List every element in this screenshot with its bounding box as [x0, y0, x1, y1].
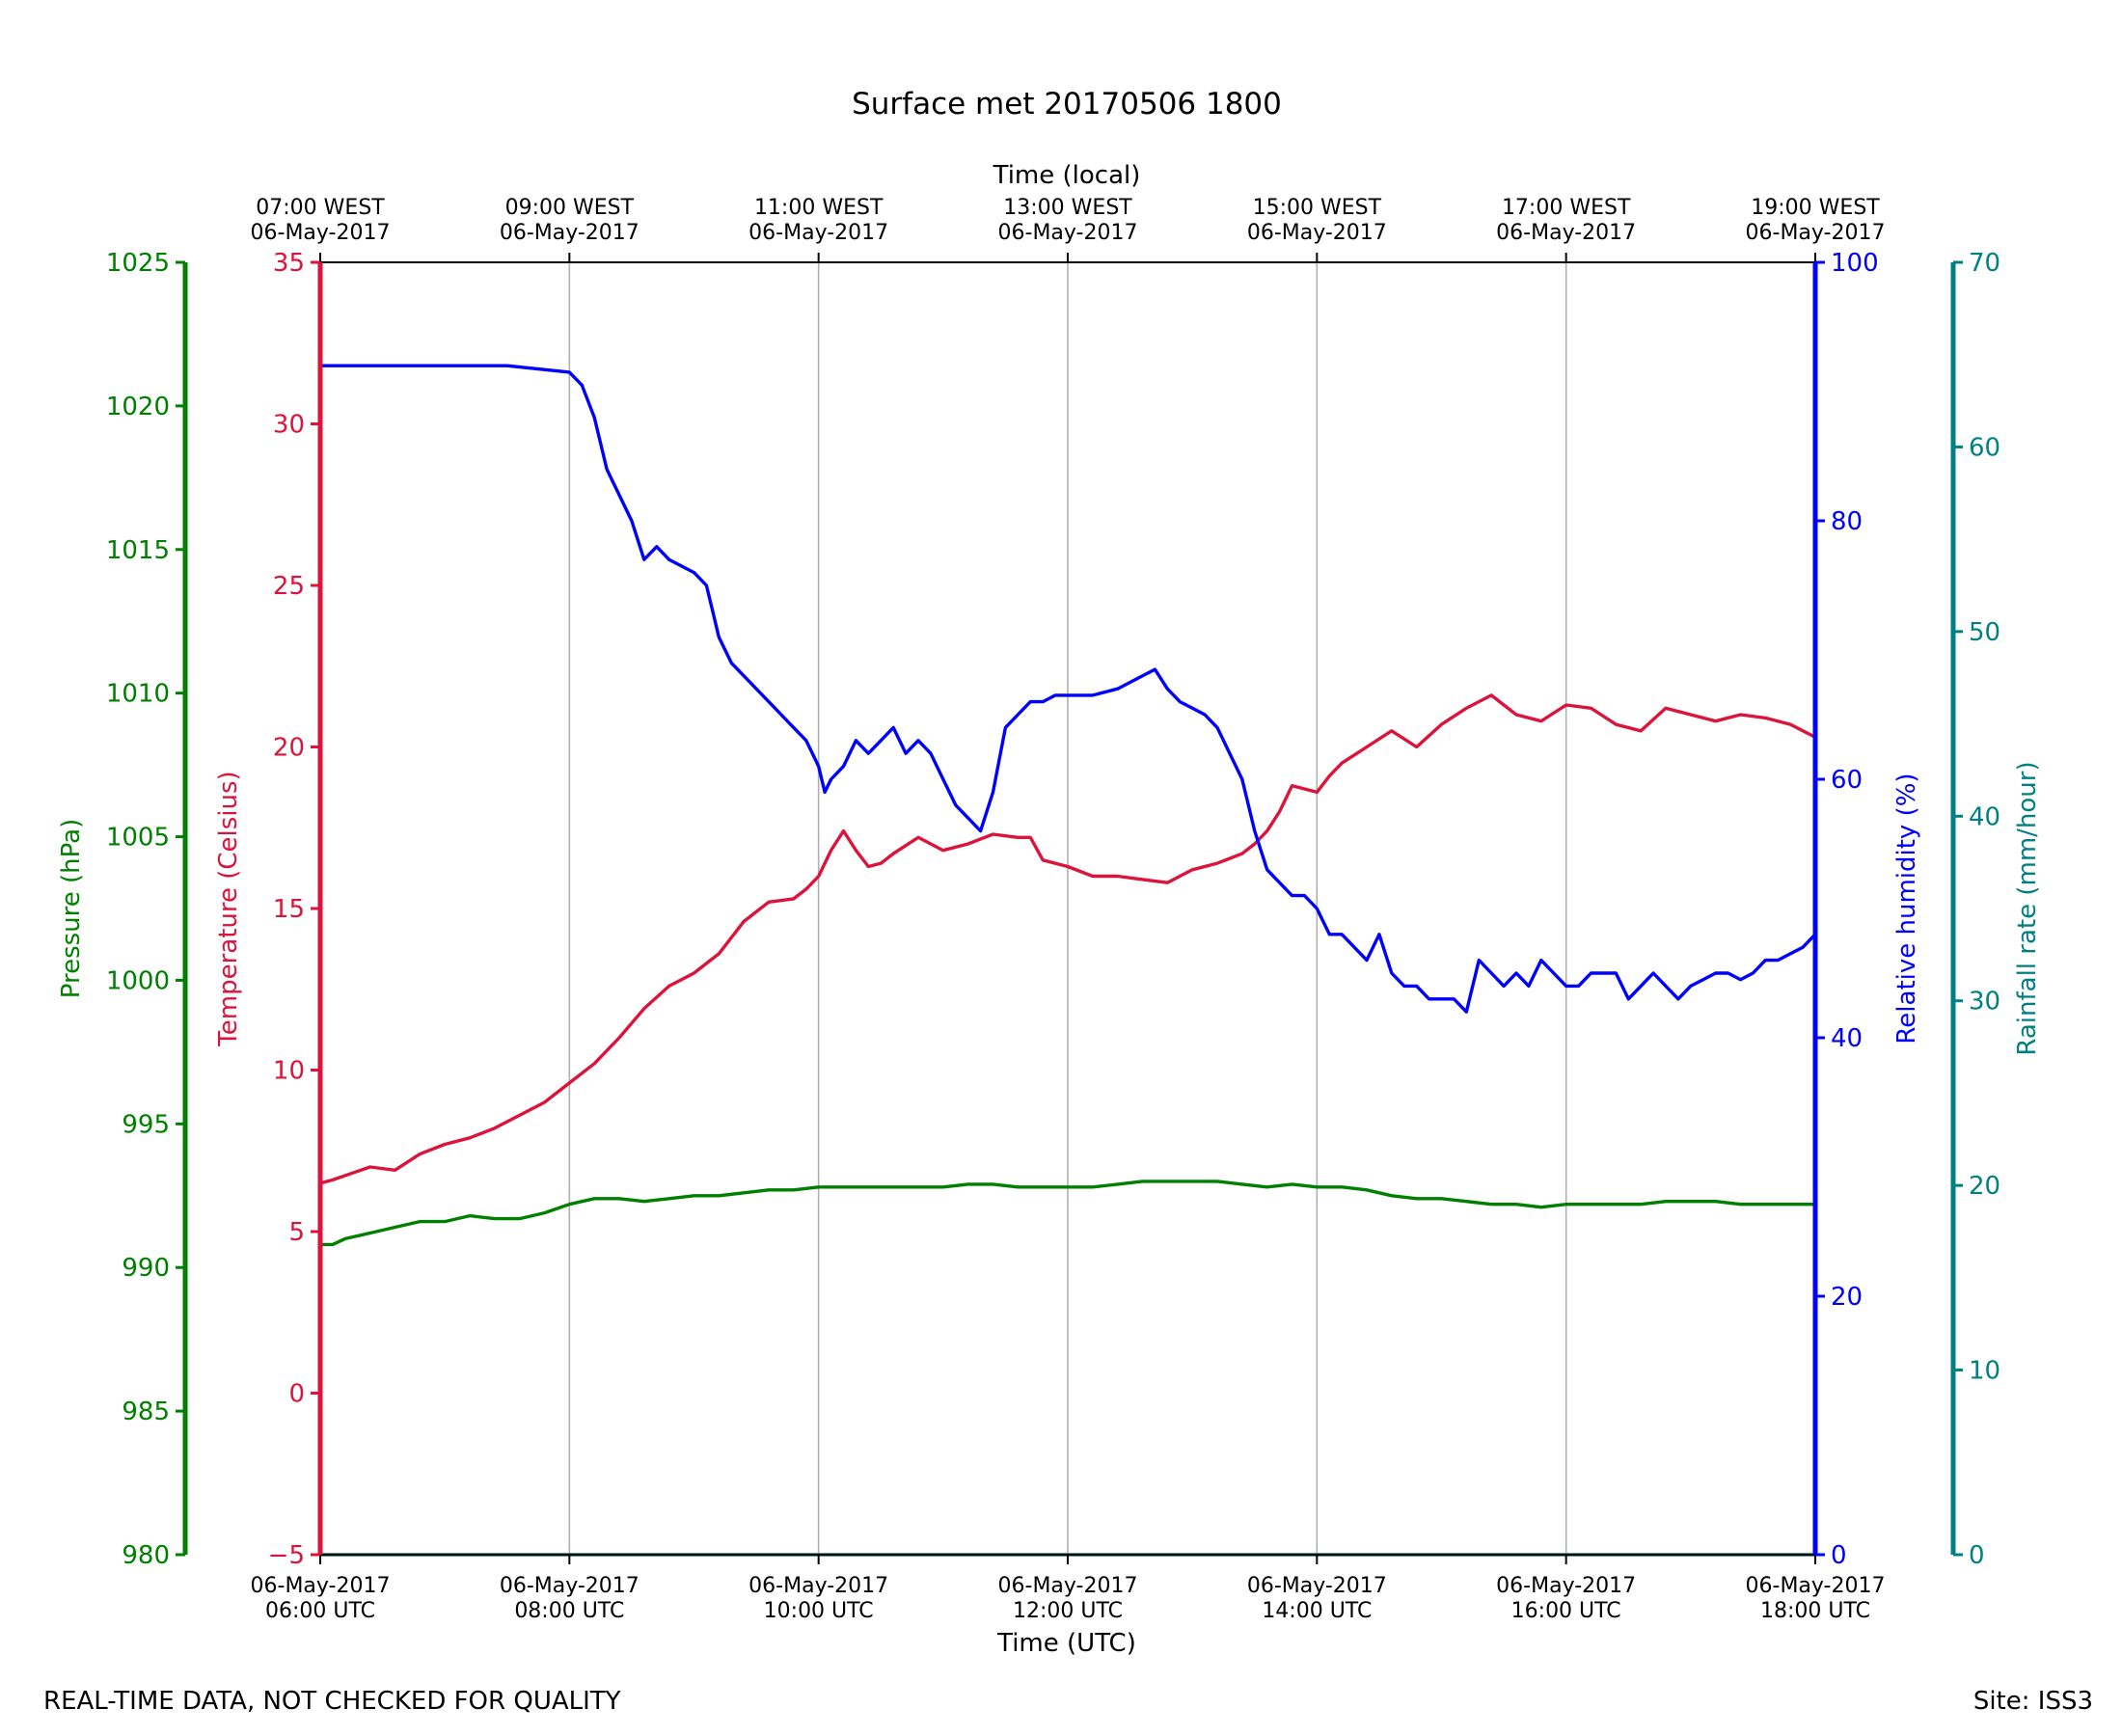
local-tick-date: 06-May-2017	[1247, 221, 1387, 245]
utc-tick-time: 12:00 UTC	[1013, 1599, 1123, 1623]
pressure-tick-label: 995	[122, 1110, 170, 1139]
pressure-tick-label: 1025	[106, 249, 170, 278]
rainfall-tick-label: 30	[1969, 988, 2000, 1017]
temperature-axis-label: Temperature (Celsius)	[214, 771, 243, 1046]
local-tick-date: 06-May-2017	[251, 221, 391, 245]
pressure-tick-label: 1010	[106, 680, 170, 709]
local-tick-time: 15:00 WEST	[1253, 196, 1382, 220]
rainfall-tick-label: 10	[1969, 1357, 2000, 1386]
rainfall-axis-label: Rainfall rate (mm/hour)	[2013, 761, 2042, 1055]
rainfall-tick-label: 60	[1969, 433, 2000, 462]
humidity-tick-label: 60	[1831, 766, 1863, 795]
local-tick-date: 06-May-2017	[500, 221, 639, 245]
pressure-tick-label: 985	[122, 1397, 170, 1426]
top-axis-label: Time (local)	[993, 161, 1141, 190]
rainfall-tick-label: 40	[1969, 802, 2000, 831]
temperature-tick-label: 15	[273, 895, 305, 924]
temperature-tick-label: 0	[288, 1380, 305, 1409]
humidity-tick-label: 20	[1831, 1283, 1863, 1312]
local-tick-time: 19:00 WEST	[1751, 196, 1880, 220]
x-axis-label: Time (UTC)	[996, 1629, 1136, 1658]
rainfall-tick-label: 50	[1969, 618, 2000, 647]
quality-disclaimer: REAL-TIME DATA, NOT CHECKED FOR QUALITY	[43, 1687, 621, 1716]
utc-tick-date: 06-May-2017	[998, 1574, 1138, 1598]
temperature-tick-label: 35	[273, 249, 305, 278]
pressure-tick-label: 990	[122, 1254, 170, 1283]
utc-tick-date: 06-May-2017	[251, 1574, 391, 1598]
utc-tick-time: 14:00 UTC	[1262, 1599, 1372, 1623]
utc-tick-time: 16:00 UTC	[1511, 1599, 1621, 1623]
site-label: Site: ISS3	[1973, 1687, 2093, 1716]
humidity-axis-label: Relative humidity (%)	[1892, 773, 1921, 1044]
utc-tick-date: 06-May-2017	[1496, 1574, 1636, 1598]
relative-humidity-line	[320, 364, 1817, 1014]
local-tick-time: 17:00 WEST	[1502, 196, 1631, 220]
humidity-tick-label: 0	[1831, 1541, 1847, 1570]
rainfall-tick-label: 0	[1969, 1541, 1985, 1570]
pressure-tick-label: 980	[122, 1541, 170, 1570]
utc-tick-time: 10:00 UTC	[764, 1599, 874, 1623]
local-tick-date: 06-May-2017	[748, 221, 888, 245]
local-tick-time: 11:00 WEST	[754, 196, 884, 220]
utc-tick-time: 18:00 UTC	[1760, 1599, 1870, 1623]
utc-tick-time: 08:00 UTC	[514, 1599, 624, 1623]
utc-tick-date: 06-May-2017	[748, 1574, 888, 1598]
utc-tick-time: 06:00 UTC	[265, 1599, 375, 1623]
local-tick-time: 09:00 WEST	[505, 196, 635, 220]
pressure-tick-label: 1020	[106, 393, 170, 421]
humidity-tick-label: 100	[1831, 249, 1879, 278]
temperature-tick-label: −5	[268, 1541, 305, 1570]
temperature-tick-label: 30	[273, 411, 305, 440]
local-tick-date: 06-May-2017	[1496, 221, 1636, 245]
pressure-tick-label: 1000	[106, 966, 170, 995]
local-tick-time: 13:00 WEST	[1003, 196, 1132, 220]
y-axes: 980985990995100010051010101510201025Pres…	[57, 249, 2042, 1570]
utc-tick-date: 06-May-2017	[1746, 1574, 1886, 1598]
humidity-tick-label: 40	[1831, 1024, 1863, 1053]
temperature-line	[319, 693, 1816, 1185]
rainfall-tick-label: 20	[1969, 1172, 2000, 1201]
humidity-tick-label: 80	[1831, 507, 1863, 536]
pressure-tick-label: 1015	[106, 536, 170, 565]
temperature-tick-label: 5	[288, 1218, 305, 1247]
utc-tick-date: 06-May-2017	[1247, 1574, 1387, 1598]
utc-tick-date: 06-May-2017	[500, 1574, 639, 1598]
local-tick-date: 06-May-2017	[1746, 221, 1886, 245]
temperature-tick-label: 10	[273, 1057, 305, 1086]
temperature-tick-label: 25	[273, 572, 305, 601]
rainfall-tick-label: 70	[1969, 249, 2000, 278]
pressure-tick-label: 1005	[106, 824, 170, 853]
pressure-line	[320, 1180, 1815, 1247]
local-tick-date: 06-May-2017	[998, 221, 1138, 245]
local-tick-time: 07:00 WEST	[256, 196, 385, 220]
pressure-axis-label: Pressure (hPa)	[57, 819, 86, 999]
temperature-tick-label: 20	[273, 734, 305, 763]
chart-title: Surface met 20170506 1800	[852, 87, 1282, 122]
